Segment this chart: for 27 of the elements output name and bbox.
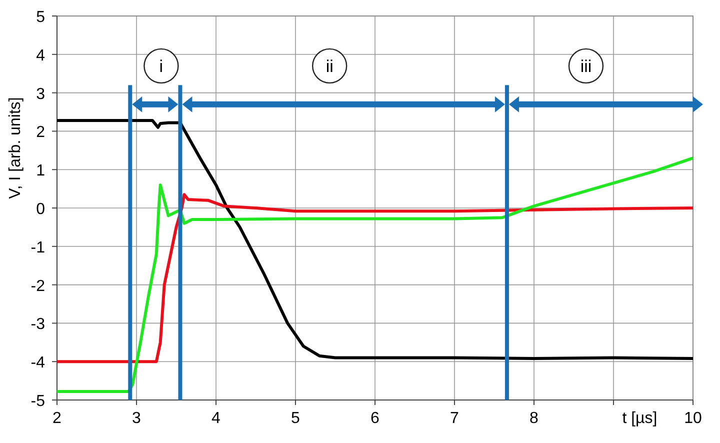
annotation: iii — [580, 56, 592, 76]
x-tick-label: 10 — [684, 410, 702, 427]
y-tick-label: -2 — [30, 278, 46, 295]
line-series — [56, 156, 694, 394]
annotation: i — [159, 56, 164, 76]
y-tick-label: -5 — [30, 393, 46, 410]
y-tick-label: 1 — [36, 162, 46, 180]
y-tick-label: -3 — [30, 316, 46, 334]
annotation: ii — [326, 56, 334, 76]
x-tick-label: 7 — [450, 410, 460, 427]
y-axis-title: V, I [arb. units] — [7, 97, 24, 199]
x-tick-label: 3 — [132, 410, 142, 427]
y-tick-label: 0 — [36, 201, 46, 218]
y-tick-label: 4 — [36, 47, 46, 64]
y-tick-label: 2 — [36, 124, 46, 142]
y-tick-label: -4 — [30, 354, 46, 372]
y-tick-label: 5 — [36, 9, 46, 26]
x-tick-label: 5 — [291, 410, 300, 427]
line-series — [56, 193, 694, 364]
y-tick-label: -1 — [30, 239, 46, 256]
x-axis-title: t [µs] — [622, 410, 658, 427]
y-tick-label: 3 — [36, 86, 46, 103]
line-series — [56, 118, 694, 360]
x-tick-label: 6 — [370, 410, 380, 427]
x-tick-label: 8 — [530, 410, 539, 427]
x-tick-label: 2 — [52, 410, 62, 427]
x-tick-label: 4 — [212, 410, 221, 427]
